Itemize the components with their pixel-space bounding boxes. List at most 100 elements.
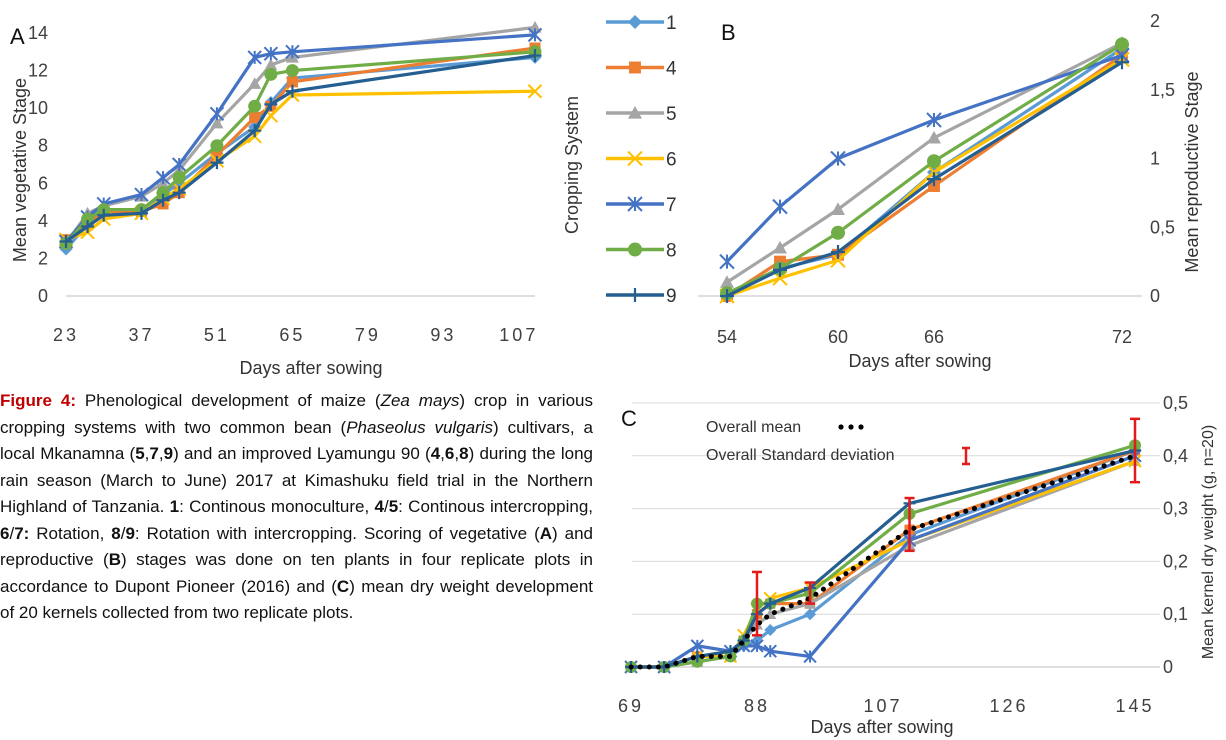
- y-tick-label: 0: [1150, 286, 1160, 306]
- x-tick-label: 60: [828, 327, 848, 347]
- panel-label-a: A: [10, 24, 25, 49]
- panel-a-y-axis-label: Mean vegetative Stage: [10, 78, 30, 262]
- y-tick-label: 0,2: [1163, 551, 1188, 571]
- y-tick-label: 4: [38, 211, 48, 231]
- caption-code: 1: [169, 497, 180, 516]
- legend-marker-4: [629, 61, 641, 74]
- y-tick-label: 0,3: [1163, 499, 1188, 519]
- data-point: [764, 597, 777, 610]
- panel-label-b: B: [721, 20, 736, 45]
- series-5-line: [631, 459, 1136, 669]
- y-tick-label: 14: [28, 23, 48, 43]
- legend-title: Cropping System: [562, 96, 582, 234]
- data-point: [720, 289, 734, 303]
- data-point: [772, 198, 788, 215]
- data-point: [690, 639, 705, 653]
- series-5-line: [726, 41, 1123, 284]
- caption-code: 5: [388, 497, 399, 516]
- overall-mean-line: [628, 453, 1138, 670]
- data-point: [528, 49, 542, 63]
- legend-label-9: 9: [666, 286, 677, 307]
- data-point: [804, 608, 817, 621]
- x-tick-label: 66: [924, 327, 944, 347]
- data-point: [285, 44, 300, 59]
- caption-text: ) mean dry weight development of 20 kern…: [0, 576, 594, 623]
- legend-label-1: 1: [666, 13, 677, 34]
- legend-marker-7: [627, 196, 643, 212]
- caption-code: 8: [459, 444, 469, 463]
- overall-mean-legend-label: Overall mean: [706, 419, 801, 436]
- y-tick-label: 2: [1150, 11, 1160, 31]
- cropping-system-legend: Cropping System 1 4 5 6 7 8 9: [562, 13, 677, 307]
- y-tick-label: 12: [28, 61, 48, 81]
- legend-item-7: 7: [606, 195, 677, 216]
- error-bar: [1130, 417, 1140, 484]
- caption-code: 7: [149, 444, 159, 463]
- data-point: [831, 202, 845, 215]
- data-point: [285, 64, 299, 78]
- data-point: [1115, 37, 1129, 52]
- legend-marker-5: [628, 106, 642, 119]
- data-point: [720, 275, 734, 288]
- x-tick-label: 88: [744, 696, 770, 716]
- data-point: [803, 649, 817, 664]
- y-tick-label: 10: [28, 98, 48, 118]
- x-tick-label: 126: [989, 696, 1028, 716]
- caption-text: ) and reproductive (: [0, 523, 593, 570]
- caption-panel-ref: A: [539, 523, 553, 543]
- legend-label-4: 4: [666, 59, 677, 80]
- caption-text: : Rotation with intercropping. Scoring o…: [134, 523, 540, 543]
- error-bar: [805, 581, 816, 605]
- data-point: [527, 27, 543, 43]
- data-point: [264, 97, 278, 111]
- caption-text: ) crop in various cropping systems with …: [0, 391, 593, 437]
- data-point: [247, 50, 262, 65]
- legend-label-7: 7: [666, 195, 677, 216]
- figure-caption: Figure 4: Phenological development of ma…: [0, 391, 594, 623]
- data-point: [97, 208, 111, 222]
- data-point: [926, 112, 942, 128]
- data-point: [171, 157, 187, 172]
- data-point: [248, 99, 262, 113]
- series-9-group: [59, 49, 542, 249]
- caption-text: ) during the long rain season (March to …: [0, 444, 593, 516]
- data-point: [172, 171, 186, 185]
- data-point: [210, 139, 224, 153]
- caption-code: 9: [125, 523, 135, 543]
- caption-text: ) and an improved Lyamungu 90 (: [173, 444, 431, 463]
- panel-c-chart: Mean kernel dry weight (g, n=20) Days af…: [618, 393, 1217, 737]
- sd-error-bars: [752, 417, 1140, 637]
- legend-item-1: 1: [606, 13, 677, 34]
- legend-label-8: 8: [666, 241, 677, 262]
- caption-figure-label: Figure 4:: [0, 391, 76, 410]
- panel-b-x-axis-label: Days after sowing: [848, 351, 991, 371]
- data-point: [764, 624, 777, 637]
- y-tick-label: 1: [1150, 149, 1160, 169]
- data-point: [155, 170, 171, 185]
- data-point: [763, 644, 777, 658]
- data-point: [773, 240, 787, 254]
- data-point: [286, 76, 298, 88]
- x-tick-label: 69: [618, 696, 644, 716]
- data-point: [264, 67, 278, 81]
- x-tick-label: 54: [717, 327, 737, 347]
- data-point: [737, 634, 750, 647]
- data-point: [263, 46, 279, 61]
- legend-item-9: 9: [606, 286, 677, 307]
- data-point: [209, 106, 225, 121]
- data-point: [248, 77, 262, 89]
- error-bar: [752, 570, 762, 637]
- panel-c-legend: Overall mean Overall Standard deviation: [706, 419, 970, 466]
- y-tick-label: 0: [38, 286, 48, 306]
- data-point: [81, 219, 95, 233]
- series-4-line: [726, 54, 1123, 298]
- data-point: [134, 187, 149, 202]
- data-point: [773, 262, 787, 277]
- legend-label-6: 6: [666, 150, 677, 171]
- data-point: [285, 84, 299, 98]
- caption-species: Zea mays: [380, 391, 460, 410]
- caption-text: : Continous monoculture,: [179, 497, 375, 516]
- data-point: [527, 84, 543, 99]
- caption-code: 6: [444, 444, 455, 463]
